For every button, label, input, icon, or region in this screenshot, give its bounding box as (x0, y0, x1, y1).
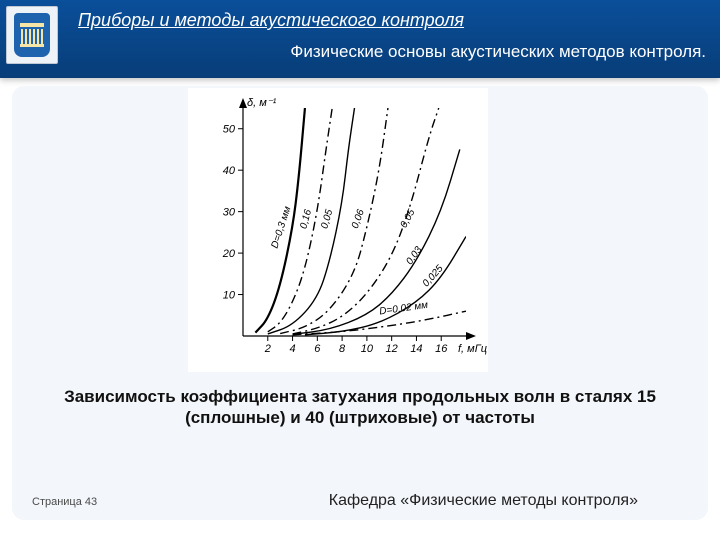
svg-text:40: 40 (223, 165, 236, 177)
chart-caption: Зависимость коэффициента затухания продо… (26, 386, 694, 429)
svg-text:12: 12 (386, 343, 398, 355)
svg-text:50: 50 (223, 124, 236, 136)
svg-text:0,05: 0,05 (399, 207, 418, 230)
svg-text:0,05: 0,05 (319, 208, 335, 230)
svg-text:0,03: 0,03 (404, 244, 424, 267)
page-number: 43 (85, 496, 97, 508)
svg-text:30: 30 (223, 207, 236, 219)
svg-text:f, мГц: f, мГц (458, 343, 487, 355)
svg-text:14: 14 (410, 343, 422, 355)
svg-text:10: 10 (223, 290, 236, 302)
logo (6, 6, 58, 64)
svg-text:0,16: 0,16 (298, 208, 314, 230)
content-panel: 2468101214161020304050δ, м⁻¹f, мГцD=0,3 … (12, 86, 708, 520)
page-title: Приборы и методы акустического контроля (78, 10, 464, 31)
page-number-footer: Страница 43 (32, 496, 97, 508)
logo-columns-icon (20, 23, 44, 47)
department-label: Кафедра «Физические методы контроля» (329, 492, 638, 510)
attenuation-chart: 2468101214161020304050δ, м⁻¹f, мГцD=0,3 … (188, 88, 488, 372)
logo-shield-icon (14, 13, 50, 57)
chart-svg: 2468101214161020304050δ, м⁻¹f, мГцD=0,3 … (188, 88, 488, 372)
svg-text:4: 4 (289, 343, 295, 355)
svg-text:0,06: 0,06 (350, 208, 367, 230)
svg-text:6: 6 (314, 343, 321, 355)
svg-text:δ, м⁻¹: δ, м⁻¹ (247, 97, 277, 109)
header-bar: Приборы и методы акустического контроля … (0, 0, 720, 78)
page-label: Страница (32, 496, 85, 508)
svg-text:8: 8 (339, 343, 346, 355)
svg-text:10: 10 (361, 343, 374, 355)
svg-text:2: 2 (264, 343, 271, 355)
svg-text:D=0,02 мм: D=0,02 мм (379, 300, 429, 318)
page-subtitle: Физические основы акустических методов к… (290, 42, 706, 62)
svg-text:16: 16 (435, 343, 448, 355)
svg-text:20: 20 (222, 248, 236, 260)
